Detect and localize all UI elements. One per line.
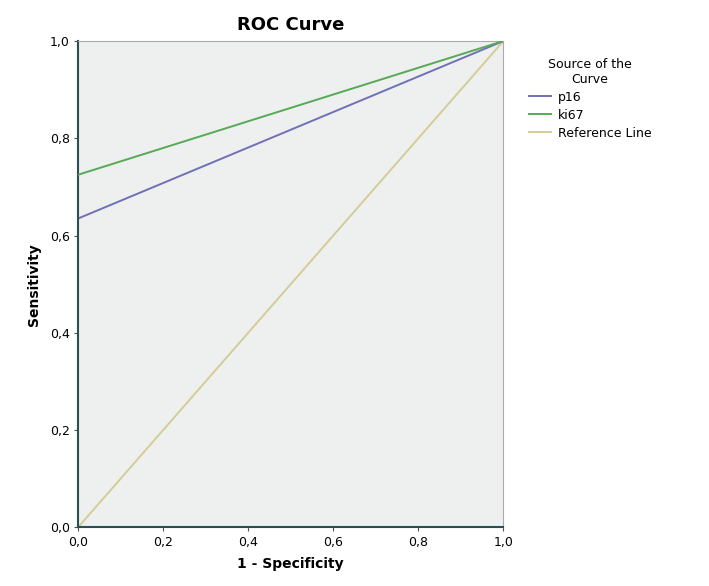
- Legend: p16, ki67, Reference Line: p16, ki67, Reference Line: [524, 53, 657, 145]
- X-axis label: 1 - Specificity: 1 - Specificity: [238, 557, 344, 571]
- Y-axis label: Sensitivity: Sensitivity: [28, 243, 41, 326]
- Title: ROC Curve: ROC Curve: [237, 16, 345, 34]
